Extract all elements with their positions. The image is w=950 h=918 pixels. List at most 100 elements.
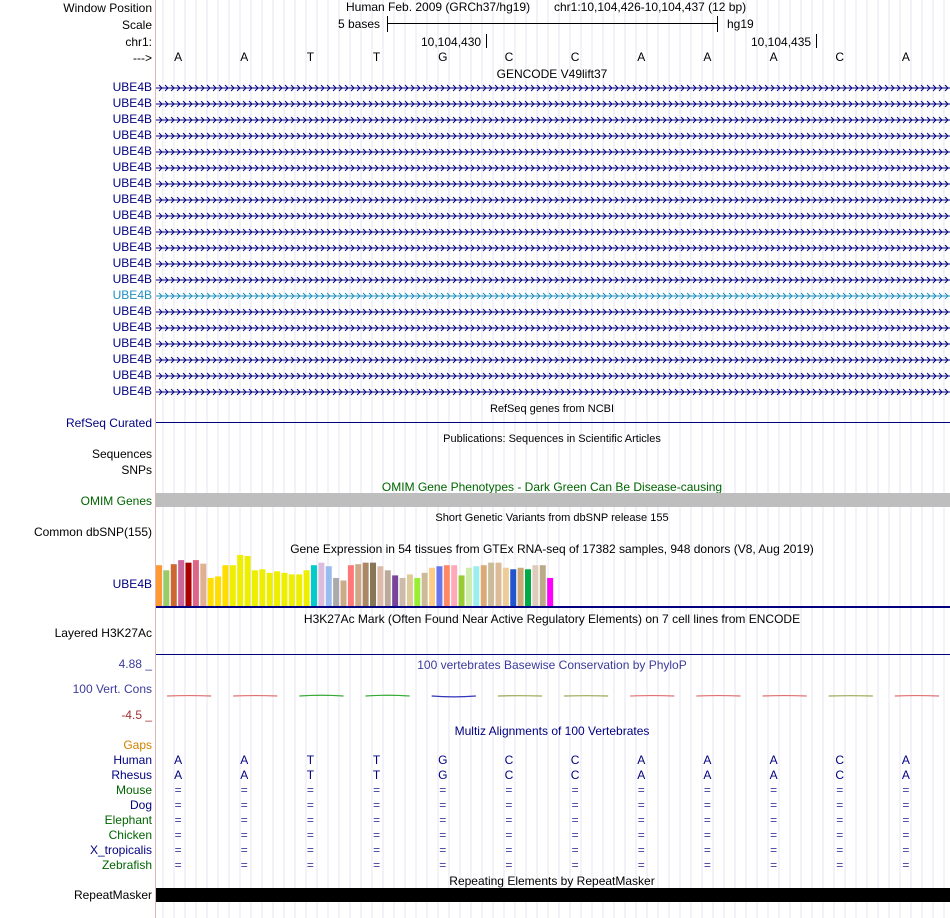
gtex-tissue-bar <box>229 565 236 606</box>
multiz-species-label[interactable]: Dog <box>129 798 152 812</box>
h3k27ac-baseline <box>156 654 950 655</box>
gtex-tissue-bar <box>303 570 310 606</box>
multiz-base: = <box>571 828 579 842</box>
gtex-tissue-bar <box>547 577 554 606</box>
multiz-species-label[interactable]: X_tropicalis <box>89 843 152 857</box>
multiz-base: A <box>703 768 712 782</box>
gencode-transcript-label[interactable]: UBE4B <box>112 176 152 190</box>
omim-bar[interactable] <box>156 493 950 507</box>
gtex-tissue-bar <box>480 565 487 606</box>
gencode-strand-arrows <box>158 196 949 204</box>
gtex-tissue-bar <box>163 570 170 606</box>
multiz-species-label[interactable]: Human <box>113 753 152 767</box>
gencode-transcript-label[interactable]: UBE4B <box>112 160 152 174</box>
gencode-transcript-label[interactable]: UBE4B <box>112 368 152 382</box>
base-letter: A <box>769 50 778 64</box>
base-letter: A <box>637 50 646 64</box>
publications-label-snps[interactable]: SNPs <box>121 463 152 477</box>
gencode-transcript-label[interactable]: UBE4B <box>112 272 152 286</box>
dbsnp-label[interactable]: Common dbSNP(155) <box>33 525 152 539</box>
multiz-base: = <box>240 858 248 872</box>
multiz-base: = <box>439 828 447 842</box>
gencode-transcript-label[interactable]: UBE4B <box>112 96 152 110</box>
repeatmasker-label[interactable]: RepeatMasker <box>73 888 152 902</box>
multiz-base: = <box>571 813 579 827</box>
gencode-transcript-label[interactable]: UBE4B <box>112 144 152 158</box>
gtex-tissue-bar <box>436 566 443 606</box>
multiz-base: A <box>240 753 249 767</box>
multiz-base: = <box>240 828 248 842</box>
gencode-transcript-label[interactable]: UBE4B <box>112 192 152 206</box>
gencode-transcript-label[interactable]: UBE4B <box>112 240 152 254</box>
gencode-track[interactable] <box>156 80 950 400</box>
gtex-tissue-bar <box>222 565 229 606</box>
gencode-transcript-label[interactable]: UBE4B <box>112 336 152 350</box>
multiz-base: = <box>770 798 778 812</box>
h3k27ac-label[interactable]: Layered H3K27Ac <box>54 626 152 640</box>
gencode-transcript-label[interactable]: UBE4B <box>112 384 152 398</box>
strand-arrow-label[interactable]: ---> <box>133 51 152 65</box>
gtex-label[interactable]: UBE4B <box>112 577 152 591</box>
multiz-species-label[interactable]: Zebrafish <box>101 858 152 872</box>
gencode-strand-arrows <box>158 212 949 220</box>
multiz-base: = <box>703 783 711 797</box>
multiz-base: C <box>835 753 845 767</box>
repeatmasker-title: Repeating Elements by RepeatMasker <box>449 874 655 888</box>
strand-arrow-text: ---> <box>133 51 152 65</box>
assembly-name: Human Feb. 2009 (GRCh37/hg19) <box>346 0 531 14</box>
conservation-label[interactable]: 100 Vert. Cons <box>72 682 152 696</box>
multiz-gaps-label[interactable]: Gaps <box>123 738 152 752</box>
gencode-transcript-label[interactable]: UBE4B <box>112 352 152 366</box>
multiz-base: = <box>770 858 778 872</box>
multiz-base: = <box>770 783 778 797</box>
gencode-transcript-label[interactable]: UBE4B <box>112 256 152 270</box>
multiz-species-label[interactable]: Rhesus <box>111 768 152 782</box>
refseq-track[interactable] <box>156 422 950 423</box>
gtex-tissue-bar <box>296 574 303 606</box>
gtex-tissue-bar <box>200 563 207 606</box>
repeatmasker-bar[interactable] <box>156 888 950 902</box>
gencode-transcript-label[interactable]: UBE4B <box>112 80 152 94</box>
omim-label[interactable]: OMIM Genes <box>80 494 152 508</box>
multiz-base: = <box>571 798 579 812</box>
scale-bar <box>387 16 718 32</box>
gtex-tissue-bar <box>237 555 244 606</box>
publications-title: Publications: Sequences in Scientific Ar… <box>443 433 661 445</box>
gtex-tissue-bar <box>259 569 266 606</box>
multiz-base: = <box>439 813 447 827</box>
gtex-tissue-bar <box>421 572 428 606</box>
multiz-species-label[interactable]: Mouse <box>115 783 152 797</box>
multiz-base: = <box>902 813 910 827</box>
multiz-base: A <box>901 753 910 767</box>
multiz-species-label[interactable]: Elephant <box>104 813 152 827</box>
gencode-strand-arrows <box>158 132 949 140</box>
multiz-base: = <box>174 858 182 872</box>
gtex-chart[interactable] <box>156 555 950 608</box>
gencode-transcript-label[interactable]: UBE4B <box>112 304 152 318</box>
gencode-strand-arrows <box>158 116 949 124</box>
multiz-base: = <box>571 783 579 797</box>
conservation-score <box>431 695 476 698</box>
conservation-track[interactable] <box>156 685 950 707</box>
omim-title: OMIM Gene Phenotypes - Dark Green Can Be… <box>381 480 723 494</box>
multiz-species-label[interactable]: Chicken <box>108 828 152 842</box>
gencode-transcript-label[interactable]: UBE4B <box>112 128 152 142</box>
multiz-base: = <box>505 798 513 812</box>
gencode-transcript-label[interactable]: UBE4B <box>112 320 152 334</box>
multiz-base: A <box>901 768 910 782</box>
gencode-strand-arrows <box>158 340 949 348</box>
publications-label-sequences[interactable]: Sequences <box>91 447 152 461</box>
gencode-transcript-label[interactable]: UBE4B <box>112 208 152 222</box>
multiz-base: = <box>373 858 381 872</box>
multiz-base: = <box>505 813 513 827</box>
gencode-transcript-label[interactable]: UBE4B <box>112 112 152 126</box>
gencode-transcript-label[interactable]: UBE4B <box>112 224 152 238</box>
base-letter: A <box>240 50 249 64</box>
gtex-tissue-bar <box>377 566 384 606</box>
multiz-base: = <box>174 798 182 812</box>
gtex-tissue-bar <box>274 571 281 606</box>
multiz-base: A <box>637 753 646 767</box>
multiz-base: = <box>306 783 314 797</box>
refseq-label[interactable]: RefSeq Curated <box>65 416 152 430</box>
gencode-transcript-label[interactable]: UBE4B <box>112 288 152 302</box>
